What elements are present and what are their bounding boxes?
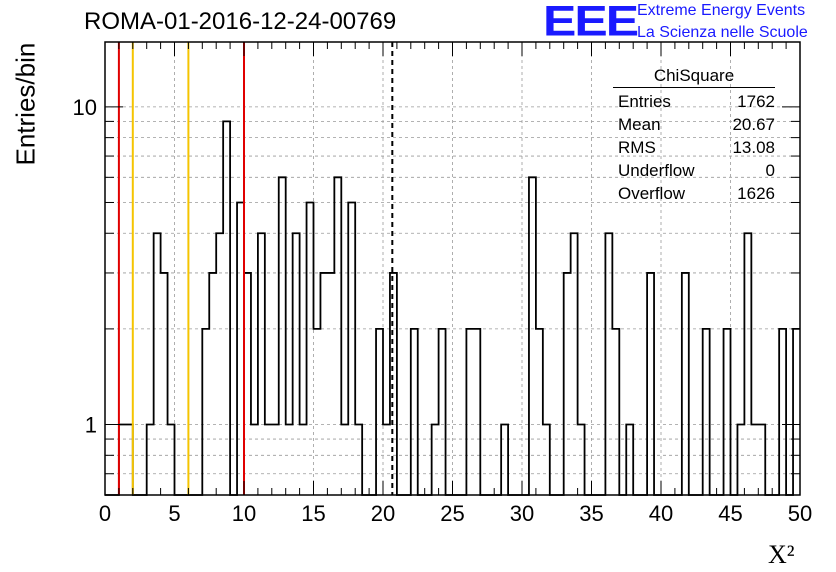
eee-logo: EEE bbox=[543, 0, 639, 46]
stats-box: ChiSquare Entries 1762 Mean 20.67 RMS 13.08… bbox=[613, 66, 775, 205]
x-tick-label: 10 bbox=[232, 501, 256, 526]
x-tick-label: 35 bbox=[579, 501, 603, 526]
stats-row-rms: RMS 13.08 bbox=[618, 138, 775, 157]
x-tick-label: 15 bbox=[301, 501, 325, 526]
x-tick-label: 50 bbox=[788, 501, 812, 526]
x-tick-label: 45 bbox=[718, 501, 742, 526]
stats-row-entries: Entries 1762 bbox=[618, 92, 775, 111]
stats-row-mean: Mean 20.67 bbox=[618, 115, 775, 134]
x-tick-label: 40 bbox=[649, 501, 673, 526]
x-tick-label: 0 bbox=[99, 501, 111, 526]
chart-title: ROMA-01-2016-12-24-00769 bbox=[84, 8, 397, 35]
x-tick-label: 5 bbox=[168, 501, 180, 526]
y-tick-label: 1 bbox=[85, 413, 97, 438]
x-tick-label: 20 bbox=[371, 501, 395, 526]
logo-line-1: Extreme Energy Events bbox=[637, 2, 806, 19]
logo-line-2: La Scienza nelle Scuole bbox=[637, 24, 808, 41]
y-axis-label: Entries/bin bbox=[10, 42, 41, 166]
x-axis-label: X² bbox=[768, 540, 795, 569]
x-tick-label: 30 bbox=[510, 501, 534, 526]
y-tick-label: 10 bbox=[73, 95, 97, 120]
stats-row-overflow: Overflow 1626 bbox=[618, 184, 775, 203]
stats-title: ChiSquare bbox=[613, 66, 775, 88]
x-tick-label: 25 bbox=[440, 501, 464, 526]
histogram-steps bbox=[105, 120, 800, 496]
stats-row-underflow: Underflow 0 bbox=[618, 161, 775, 180]
